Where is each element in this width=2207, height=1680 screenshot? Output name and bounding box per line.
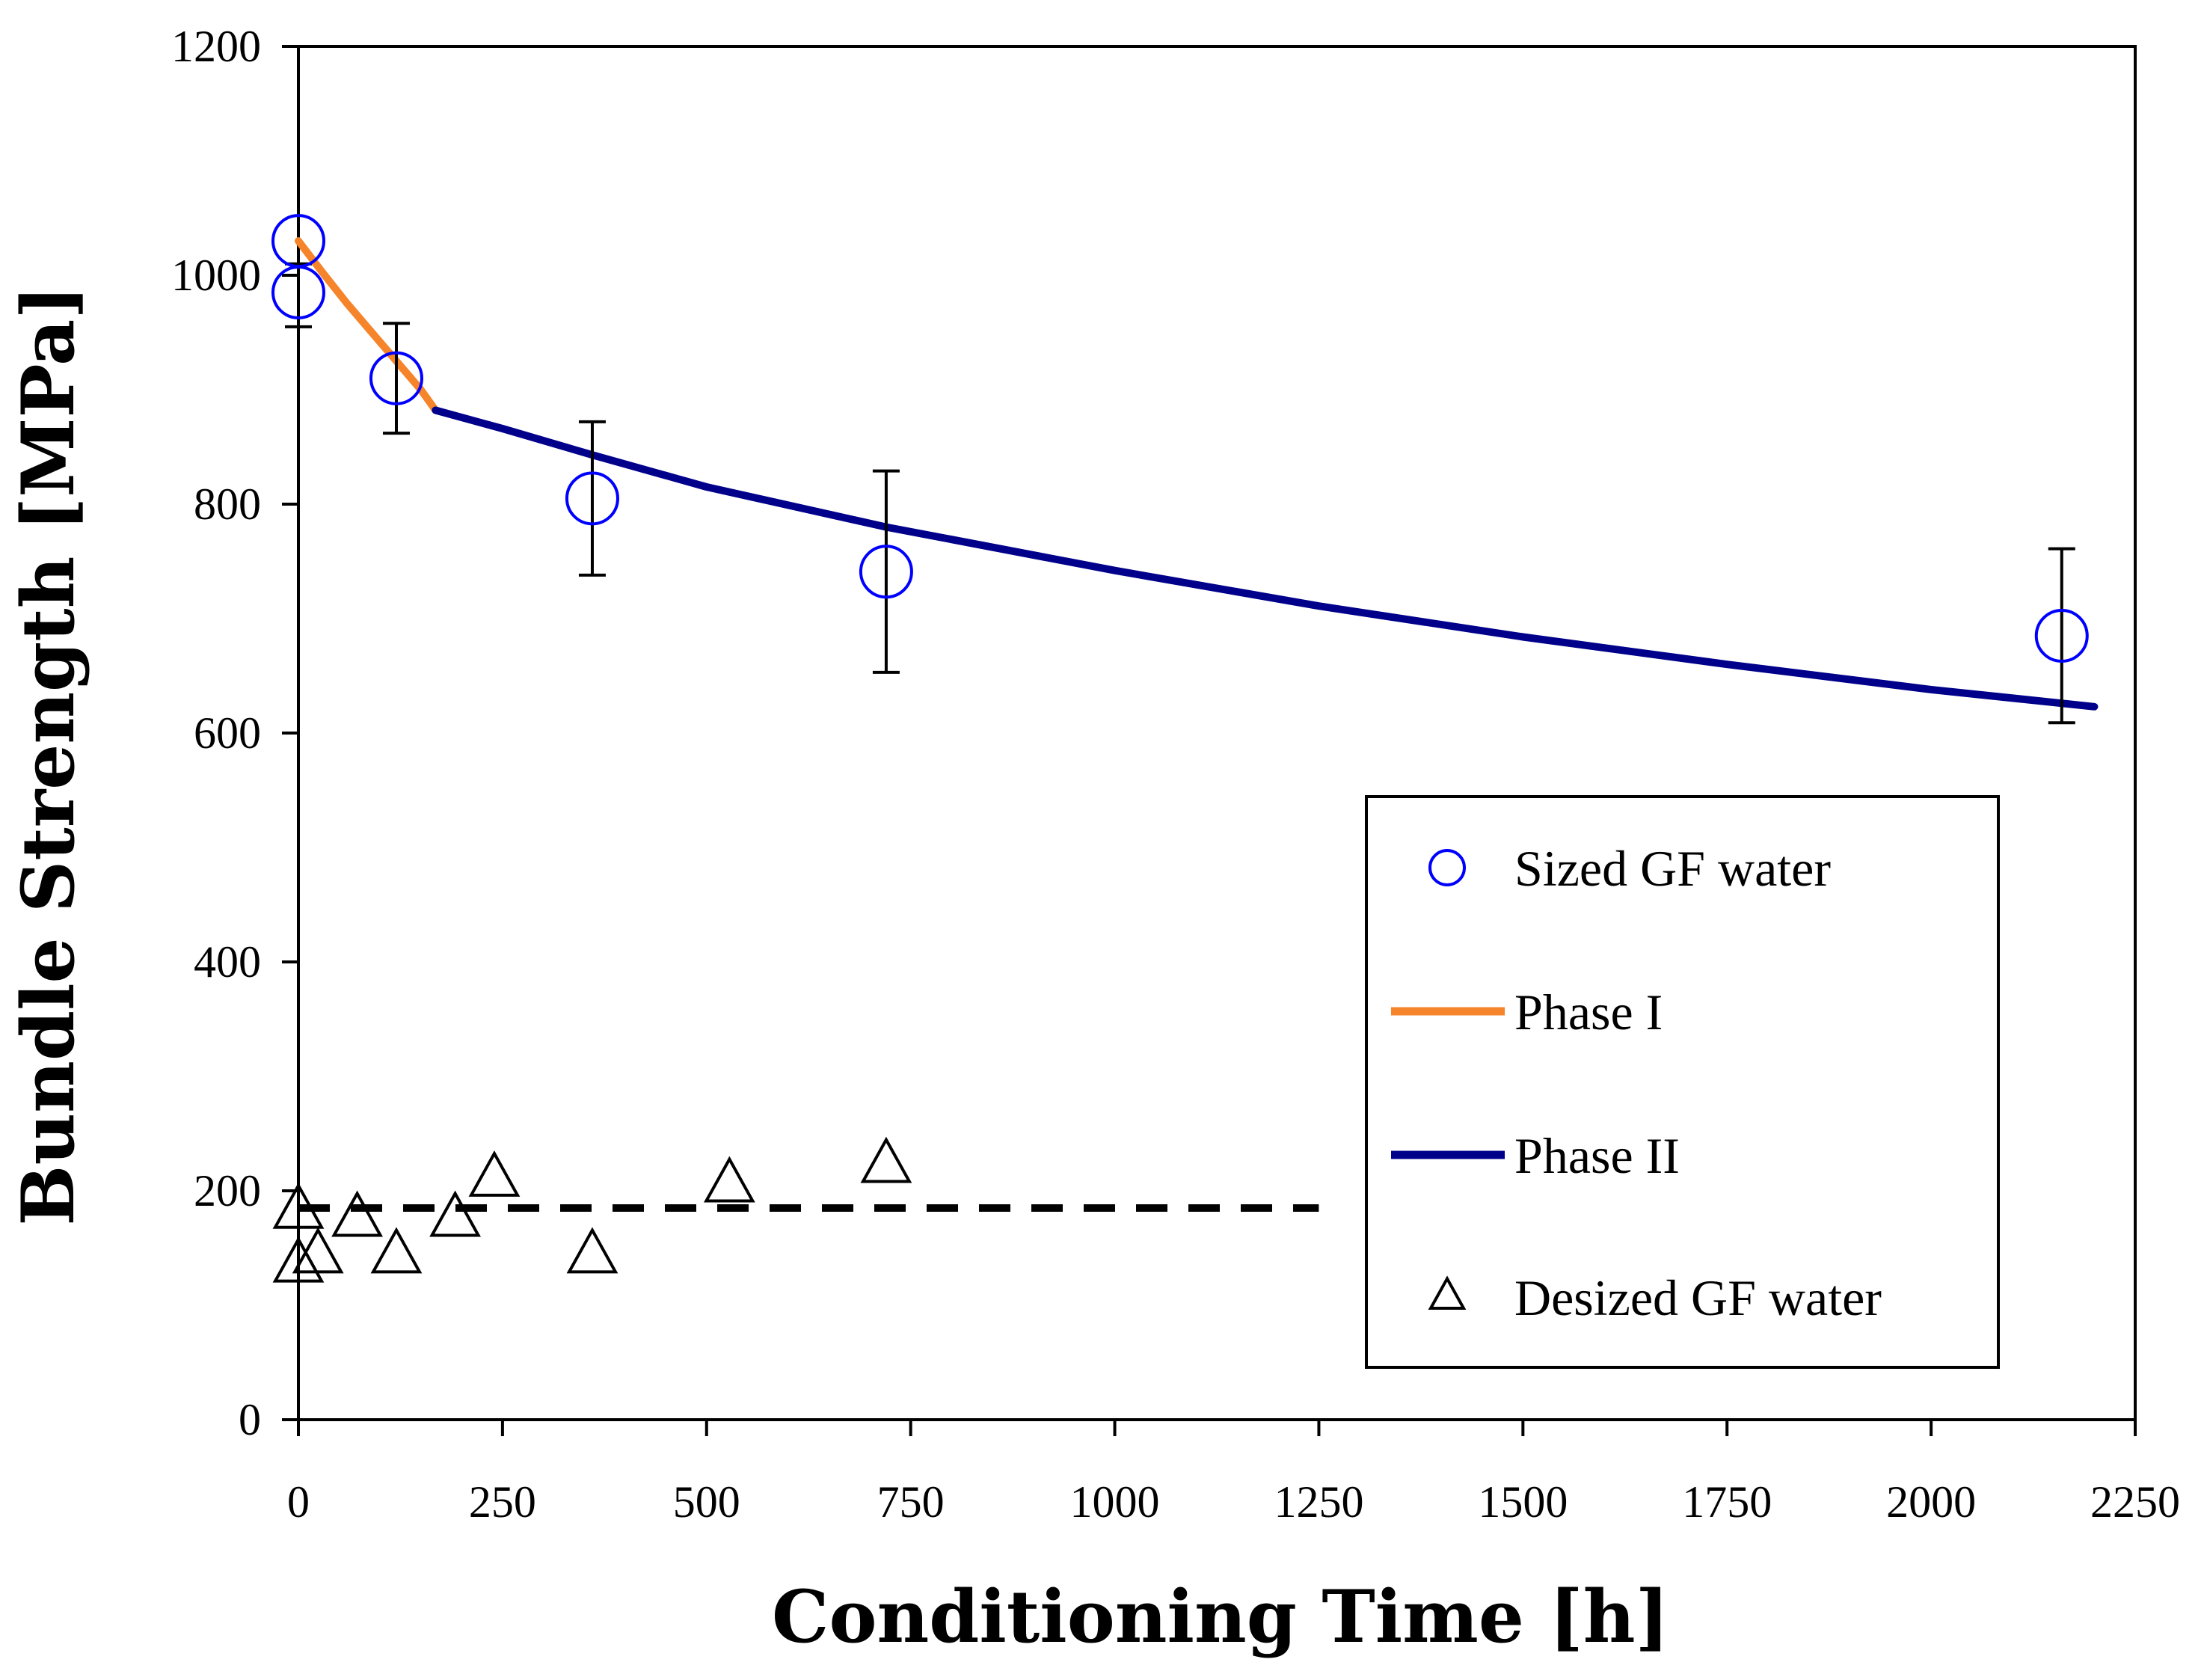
- sized-gf-water-point: [565, 471, 619, 526]
- desized-gf-water-point: [429, 1190, 481, 1237]
- desized-gf-water-point: [468, 1150, 521, 1197]
- legend-box: [1365, 795, 2000, 1369]
- axis-ticks: [282, 45, 2137, 1436]
- y-tick-label: 800: [194, 479, 261, 529]
- desized-gf-water-point: [703, 1156, 755, 1203]
- x-axis-title: Conditioning Time [h]: [772, 1575, 1669, 1659]
- legend-label-sized-gf-water: Sized GF water: [1514, 840, 1831, 897]
- x-tick-label: 1750: [1682, 1477, 1772, 1527]
- x-tick-label: 1000: [1070, 1477, 1160, 1527]
- sized-gf-water-point: [859, 545, 913, 599]
- x-tick-label: 2000: [1886, 1477, 1976, 1527]
- y-tick-label: 0: [239, 1395, 261, 1444]
- desized-gf-water-point: [860, 1136, 912, 1183]
- x-tick-label: 2250: [2090, 1477, 2180, 1527]
- y-tick-label: 200: [194, 1166, 261, 1215]
- sized-gf-water-point: [271, 265, 325, 319]
- series-lines: [295, 237, 2099, 1212]
- legend-label-phase-i: Phase I: [1514, 984, 1663, 1040]
- y-tick-labels: 0 200 400 600 800 1000 1200: [171, 22, 261, 1444]
- x-tick-label: 1250: [1274, 1477, 1363, 1527]
- desized-gf-water-point: [370, 1227, 423, 1274]
- markers: [271, 214, 2089, 1283]
- x-tick-label: 0: [287, 1477, 310, 1527]
- legend-swatch-sized-gf-water: [1428, 849, 1466, 886]
- y-tick-label: 1000: [171, 251, 261, 300]
- x-tick-label: 250: [469, 1477, 536, 1527]
- legend-swatch-desized-gf-water: [1428, 1275, 1467, 1310]
- legend-label-phase-ii: Phase II: [1514, 1127, 1680, 1184]
- error-bars: [285, 262, 2075, 725]
- desized-gf-water-point: [292, 1227, 344, 1274]
- phase-ii-line: [432, 406, 2099, 711]
- x-tick-label: 500: [673, 1477, 740, 1527]
- legend-label-desized-gf-water: Desized GF water: [1514, 1269, 1882, 1326]
- desized-gf-water-point: [566, 1227, 618, 1274]
- sized-gf-water-point: [369, 351, 423, 405]
- y-tick-label: 1200: [171, 22, 261, 71]
- legend: Sized GF water Phase I Phase II Desized GF …: [1365, 795, 2000, 1369]
- desized-gf-water-point: [331, 1190, 383, 1237]
- x-tick-label: 1500: [1478, 1477, 1568, 1527]
- y-tick-label: 400: [194, 937, 261, 987]
- y-axis-title: Bundle Strength [MPa]: [6, 285, 90, 1226]
- phase-i-line: [295, 237, 440, 414]
- x-tick-labels: 0 250 500 750 1000 1250 1500 1750 2000 2250: [287, 1477, 2180, 1527]
- y-tick-label: 600: [194, 708, 261, 758]
- desized-gf-water-point: [272, 1236, 325, 1283]
- desized-gf-water-point: [272, 1182, 325, 1229]
- x-tick-label: 750: [877, 1477, 945, 1527]
- sized-gf-water-point: [2034, 608, 2089, 663]
